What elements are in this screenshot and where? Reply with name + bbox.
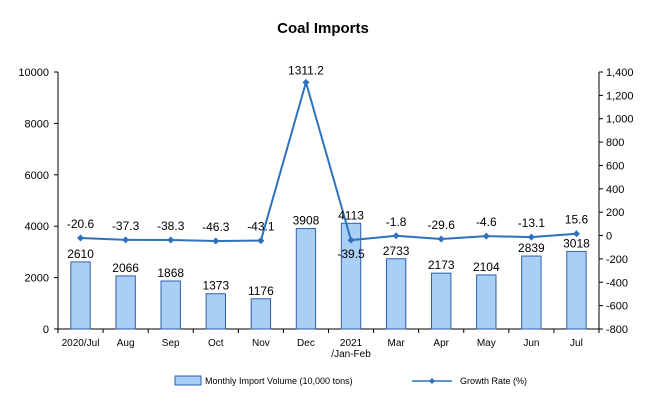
growth-rate-point <box>347 236 355 244</box>
x-axis-tick-label: Dec <box>297 338 315 349</box>
growth-rate-label: -39.5 <box>337 247 365 261</box>
x-axis-tick-label: Oct <box>208 338 224 349</box>
growth-rate-label: -1.8 <box>386 215 407 229</box>
x-axis-tick-label: May <box>477 338 496 349</box>
right-axis-tick-label: 200 <box>606 207 624 219</box>
left-axis-tick-label: 6000 <box>25 170 49 182</box>
bar <box>476 274 497 330</box>
x-axis-tick-label: Jul <box>570 338 583 349</box>
growth-rate-point <box>437 235 445 243</box>
growth-rate-point <box>257 237 265 245</box>
growth-rate-label: -13.1 <box>518 216 546 230</box>
right-axis-tick-label: 0 <box>606 231 612 243</box>
right-axis-tick-label: 400 <box>606 184 624 196</box>
right-axis-tick-label: 1,400 <box>606 67 634 79</box>
bar <box>431 272 452 330</box>
growth-rate-point <box>77 234 85 242</box>
bar-value-label: 3908 <box>293 214 320 228</box>
growth-rate-point <box>212 237 220 245</box>
bar-value-label: 2173 <box>428 258 455 272</box>
axes: 0 2000 4000 6000 8000 10000 -800 -600 -400 -200 0 2… <box>18 67 633 360</box>
x-axis-tick-label: Aug <box>117 338 135 349</box>
bar <box>566 250 587 330</box>
right-axis-tick-label: -800 <box>606 324 628 336</box>
bar <box>521 255 542 330</box>
growth-rate-label: -4.6 <box>476 215 497 229</box>
left-axis-tick-label: 10000 <box>18 67 49 79</box>
bar-value-label: 2066 <box>112 261 139 275</box>
x-axis-tick-label: Nov <box>252 338 270 349</box>
growth-rate-label: -20.6 <box>67 217 95 231</box>
bar <box>340 222 362 330</box>
legend-bar-swatch <box>174 375 202 386</box>
growth-rate-label: -29.6 <box>428 218 456 232</box>
growth-rate-label: 1311.2 <box>288 63 324 77</box>
legend-line-label: Growth Rate (%) <box>460 376 527 386</box>
x-axis-tick-label: Mar <box>388 338 406 349</box>
bar-value-label: 1868 <box>157 266 184 280</box>
right-axis-tick-label: 1,000 <box>606 114 634 126</box>
growth-rate-point <box>167 236 175 244</box>
growth-rate-line <box>80 78 577 242</box>
right-axis-tick-label: 600 <box>606 160 624 172</box>
bar-value-label: 2839 <box>518 241 545 255</box>
left-axis-tick-label: 4000 <box>25 221 49 233</box>
bar-value-label: 1373 <box>202 279 229 293</box>
growth-rate-label: -37.3 <box>112 219 140 233</box>
x-axis-tick-label: /Jan-Feb <box>331 349 371 360</box>
x-axis-tick-label: 2020/Jul <box>62 338 100 349</box>
legend-bar-label: Monthly Import Volume (10,000 tons) <box>205 376 353 386</box>
data-labels: 2610 2066 1868 1373 1176 3908 4113 2733 2173 2104… <box>67 63 590 297</box>
left-axis-tick-label: 2000 <box>25 273 49 285</box>
bar-value-label: 3018 <box>563 236 590 250</box>
x-axis-tick-label: Apr <box>433 338 449 349</box>
growth-rate-label: -38.3 <box>157 219 185 233</box>
bar <box>250 298 272 330</box>
bar <box>70 261 91 330</box>
x-axis-tick-label: Sep <box>162 338 180 349</box>
growth-rate-label: 15.6 <box>565 213 589 227</box>
growth-line <box>77 78 580 245</box>
right-axis-tick-label: 800 <box>606 137 624 149</box>
bar-value-label: 1176 <box>248 284 274 298</box>
bar <box>385 258 407 330</box>
growth-rate-point <box>572 230 580 238</box>
bars <box>70 222 587 330</box>
growth-rate-point <box>302 78 310 86</box>
legend-line-marker <box>429 378 435 384</box>
bar-value-label: 2104 <box>473 260 500 274</box>
left-axis-tick-label: 8000 <box>25 118 49 130</box>
growth-rate-label: -46.3 <box>202 220 230 234</box>
x-axis-tick-label: Jun <box>523 338 539 349</box>
growth-rate-point <box>527 233 535 241</box>
bar <box>205 293 226 330</box>
growth-rate-label: -43.1 <box>247 220 275 234</box>
bar <box>160 280 181 330</box>
growth-rate-point <box>392 232 400 240</box>
bar-value-label: 2610 <box>67 247 94 261</box>
growth-rate-point <box>122 236 130 244</box>
right-axis-tick-label: -200 <box>606 254 628 266</box>
legend: Monthly Import Volume (10,000 tons) Growt… <box>174 375 527 386</box>
right-axis-tick-label: -600 <box>606 301 628 313</box>
x-axis-tick-label: 2021 <box>340 338 363 349</box>
bar <box>295 228 317 330</box>
bar-value-label: 2733 <box>383 244 410 258</box>
bar-value-label: 4113 <box>338 208 364 222</box>
chart-title: Coal Imports <box>277 20 369 37</box>
growth-rate-point <box>482 232 490 240</box>
bar <box>115 275 136 330</box>
right-axis-tick-label: -400 <box>606 277 628 289</box>
right-axis-tick-label: 1,200 <box>606 90 634 102</box>
left-axis-tick-label: 0 <box>43 324 49 336</box>
